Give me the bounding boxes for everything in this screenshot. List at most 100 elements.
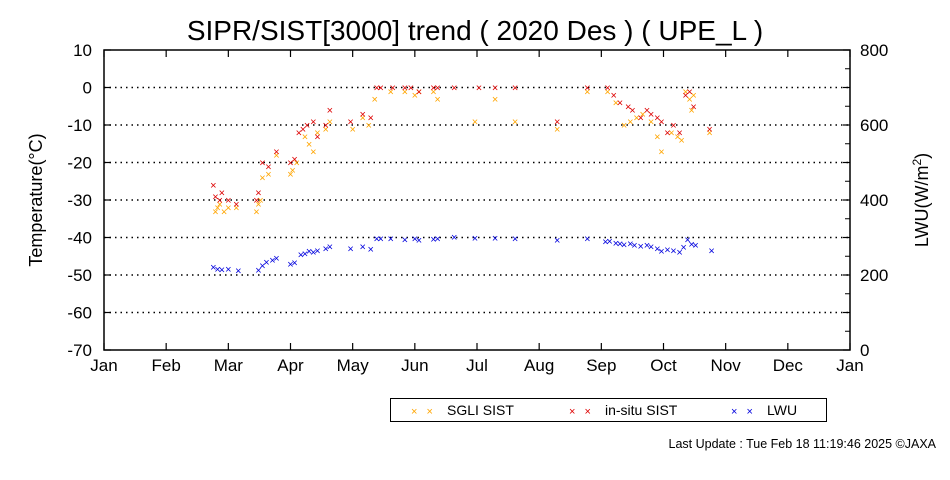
y-tick-label: -70 — [67, 341, 92, 360]
data-point: × — [225, 195, 231, 207]
chart-title: SIPR/SIST[3000] trend ( 2020 Des ) ( UPE… — [187, 15, 763, 46]
data-point: × — [210, 262, 216, 274]
x-tick-label: Oct — [650, 356, 677, 375]
data-point: × — [617, 239, 623, 251]
data-point: × — [472, 116, 478, 128]
data-point: × — [378, 234, 384, 246]
data-point: × — [606, 236, 612, 248]
data-point: × — [214, 264, 220, 276]
data-point: × — [259, 158, 265, 170]
y2-tick-label: 400 — [860, 191, 888, 210]
data-point: × — [412, 234, 418, 246]
data-point: × — [259, 261, 265, 273]
data-point: × — [664, 245, 670, 257]
data-point: × — [430, 83, 436, 95]
data-point: × — [217, 199, 223, 211]
data-point: × — [210, 180, 216, 192]
data-point: × — [306, 246, 312, 258]
data-point: × — [310, 247, 316, 259]
x-tick-label: Mar — [214, 356, 244, 375]
data-point: × — [323, 120, 329, 132]
data-point: × — [214, 203, 220, 215]
data-point: × — [584, 83, 590, 95]
data-point: × — [233, 203, 239, 215]
data-point: × — [388, 86, 394, 98]
axes: 100-10-20-30-40-50-60-708006004002000Jan… — [67, 41, 888, 375]
grid-lines — [104, 86, 850, 314]
data-point: × — [633, 113, 639, 125]
data-point: × — [235, 266, 241, 278]
data-point: × — [255, 199, 261, 211]
y2-tick-label: 200 — [860, 266, 888, 285]
data-point: × — [287, 169, 293, 181]
data-point: × — [492, 83, 498, 95]
legend-label-sgli: SGLI SIST — [447, 402, 514, 418]
legend-marker-insitu: × × — [569, 406, 594, 418]
x-tick-label: Apr — [277, 356, 304, 375]
data-point: × — [402, 86, 408, 98]
data-point: × — [631, 240, 637, 252]
data-point: × — [654, 113, 660, 125]
data-point: × — [314, 246, 320, 258]
legend-label-insitu: in-situ SIST — [605, 402, 678, 418]
data-point: × — [291, 154, 297, 166]
data-point: × — [617, 98, 623, 110]
data-point: × — [668, 128, 674, 140]
data-point: × — [670, 120, 676, 132]
data-point: × — [412, 90, 418, 102]
data-point: × — [327, 105, 333, 117]
y2-axis-label: LWU(W/m2) — [910, 153, 932, 247]
data-point: × — [613, 98, 619, 110]
data-point: × — [273, 150, 279, 162]
data-point: × — [298, 249, 304, 261]
data-point: × — [253, 206, 259, 218]
data-point: × — [658, 246, 664, 258]
data-point: × — [219, 264, 225, 276]
data-point: × — [253, 195, 259, 207]
x-tick-label: Jan — [836, 356, 863, 375]
data-point: × — [664, 128, 670, 140]
data-point: × — [512, 83, 518, 95]
data-point: × — [302, 131, 308, 143]
data-point: × — [627, 116, 633, 128]
data-point: × — [263, 257, 269, 269]
data-point: × — [602, 236, 608, 248]
data-point: × — [684, 234, 690, 246]
data-point: × — [300, 124, 306, 136]
y2-tick-label: 0 — [860, 341, 869, 360]
data-point: × — [390, 83, 396, 95]
data-point: × — [625, 101, 631, 113]
y2-axis-label-sup: 2 — [910, 159, 924, 166]
data-point: × — [644, 105, 650, 117]
data-point: × — [512, 233, 518, 245]
data-point: × — [269, 255, 275, 267]
data-point: × — [604, 83, 610, 95]
data-point: × — [658, 146, 664, 158]
data-point: × — [676, 247, 682, 259]
data-point: × — [430, 234, 436, 246]
data-point: × — [367, 113, 373, 125]
data-point: × — [212, 206, 218, 218]
data-point: × — [476, 83, 482, 95]
series-2: ××× × × ××× ×× ××××××× ×× × × ××× × × ×× ×× × × × × × × ×× ××… — [210, 232, 715, 278]
x-tick-label: Nov — [711, 356, 742, 375]
data-point: × — [492, 233, 498, 245]
data-point: × — [296, 128, 302, 140]
data-point: × — [682, 90, 688, 102]
trend-chart: SIPR/SIST[3000] trend ( 2020 Des ) ( UPE… — [26, 15, 932, 375]
series-0: ××××× × ×××× ××××××××× ××××××× × ×× ××××××× ××× ×… — [212, 86, 713, 218]
data-point: × — [323, 243, 329, 255]
data-point: × — [259, 173, 265, 185]
data-point: × — [327, 242, 333, 254]
data-point: × — [430, 86, 436, 98]
data-point: × — [408, 83, 414, 95]
data-point: × — [706, 128, 712, 140]
data-point: × — [402, 234, 408, 246]
data-point: × — [255, 188, 261, 200]
y-tick-label: -50 — [67, 266, 92, 285]
data-point: × — [219, 188, 225, 200]
y-axis-label: Temperature(°C) — [26, 133, 46, 266]
legend-item-sgli: × × SGLI SIST — [411, 402, 514, 418]
data-point: × — [225, 264, 231, 276]
legend: × × SGLI SIST × × in-situ SIST × × LWU — [390, 398, 827, 422]
